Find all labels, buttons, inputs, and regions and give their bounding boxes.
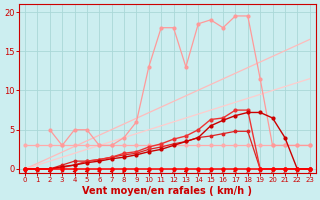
X-axis label: Vent moyen/en rafales ( km/h ): Vent moyen/en rafales ( km/h )	[82, 186, 252, 196]
